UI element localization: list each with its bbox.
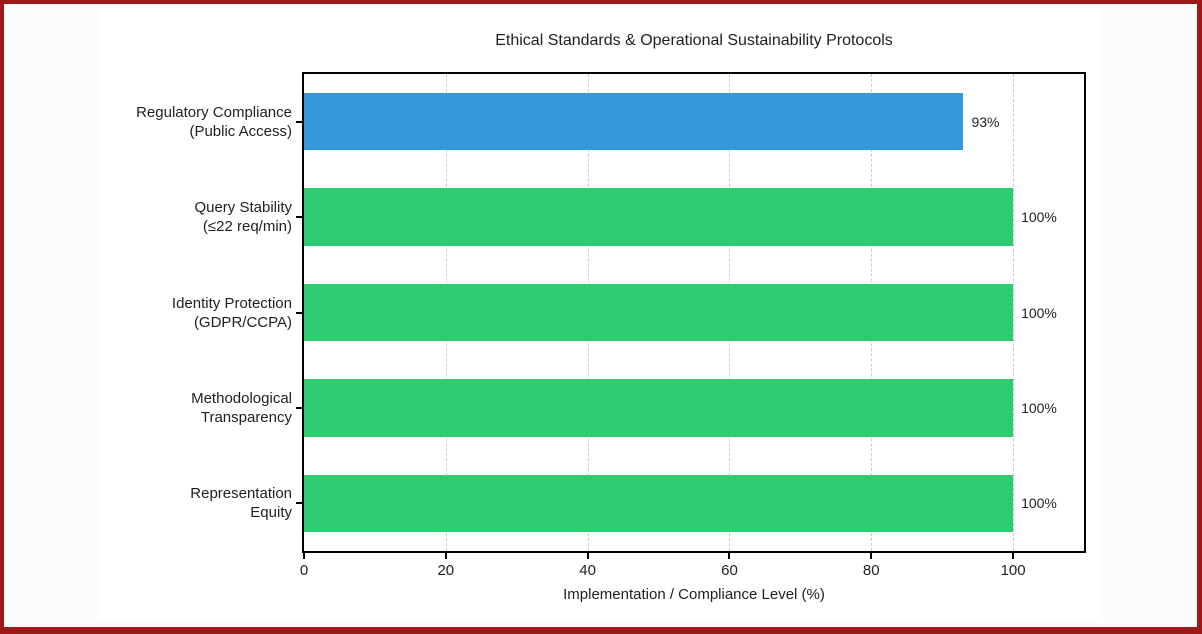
x-tick-mark-60 xyxy=(728,553,731,559)
bar-methodological-transparency xyxy=(304,379,1014,437)
y-tick-label-line: Transparency xyxy=(200,408,292,426)
y-tick-label-line: Representation xyxy=(190,485,292,503)
chart-figure: Ethical Standards & Operational Sustaina… xyxy=(98,8,1101,621)
bar-representation-equity xyxy=(304,474,1014,532)
x-tick-mark-80 xyxy=(870,553,873,559)
y-tick-label-query-stability-22-req-min: Query Stability (≤22 req/min) xyxy=(98,193,292,241)
x-tick-mark-40 xyxy=(586,553,589,559)
y-tick-mark xyxy=(296,311,302,314)
y-tick-label-line: Query Stability xyxy=(194,199,292,217)
x-axis-label: Implementation / Compliance Level (%) xyxy=(563,586,825,603)
y-tick-label-line: Regulatory Compliance xyxy=(136,103,292,121)
bar-regulatory-compliance-public-access xyxy=(304,93,964,151)
bar-value-label-query-stability-22-req-min: 100% xyxy=(1021,209,1057,226)
y-tick-label-line: (GDPR/CCPA) xyxy=(193,313,292,331)
bar-value-label-regulatory-compliance-public-access: 93% xyxy=(971,113,1000,130)
y-tick-mark xyxy=(296,216,302,219)
bar-query-stability-22-req-min xyxy=(304,188,1014,246)
bar-value-label-methodological-transparency: 100% xyxy=(1021,399,1057,416)
y-tick-label-identity-protection-gdpr-ccpa: Identity Protection (GDPR/CCPA) xyxy=(98,289,292,337)
y-tick-label-line: (Public Access) xyxy=(189,122,292,140)
chart-title: Ethical Standards & Operational Sustaina… xyxy=(495,32,893,49)
bar-identity-protection-gdpr-ccpa xyxy=(304,283,1014,342)
y-tick-label-methodological-transparency: Methodological Transparency xyxy=(98,384,292,432)
y-tick-label-line: Identity Protection xyxy=(171,294,292,312)
y-tick-label-line: Methodological xyxy=(191,389,292,407)
bar-value-label-identity-protection-gdpr-ccpa: 100% xyxy=(1021,304,1057,321)
x-tick-label-80: 80 xyxy=(862,562,880,579)
x-tick-label-20: 20 xyxy=(437,562,455,579)
y-tick-label-regulatory-compliance-public-access: Regulatory Compliance (Public Access) xyxy=(98,98,292,146)
x-tick-label-40: 40 xyxy=(579,562,596,579)
gridline-x-100 xyxy=(1013,74,1015,551)
x-tick-mark-100 xyxy=(1012,553,1015,559)
x-tick-label-0: 0 xyxy=(299,562,309,579)
x-tick-label-60: 60 xyxy=(721,562,738,579)
x-tick-mark-20 xyxy=(444,553,447,559)
y-tick-label-line: (≤22 req/min) xyxy=(202,218,292,236)
y-tick-mark xyxy=(296,406,302,409)
y-tick-mark xyxy=(296,502,302,505)
y-tick-label-representation-equity: Representation Equity xyxy=(98,479,292,527)
bar-value-label-representation-equity: 100% xyxy=(1021,495,1057,512)
plot-area: 93% 100% 100% 100% 100% xyxy=(302,72,1086,553)
x-tick-label-100: 100 xyxy=(1000,562,1026,579)
x-tick-mark-0 xyxy=(303,553,305,559)
y-tick-mark xyxy=(296,120,302,123)
y-tick-label-line: Equity xyxy=(250,504,292,522)
